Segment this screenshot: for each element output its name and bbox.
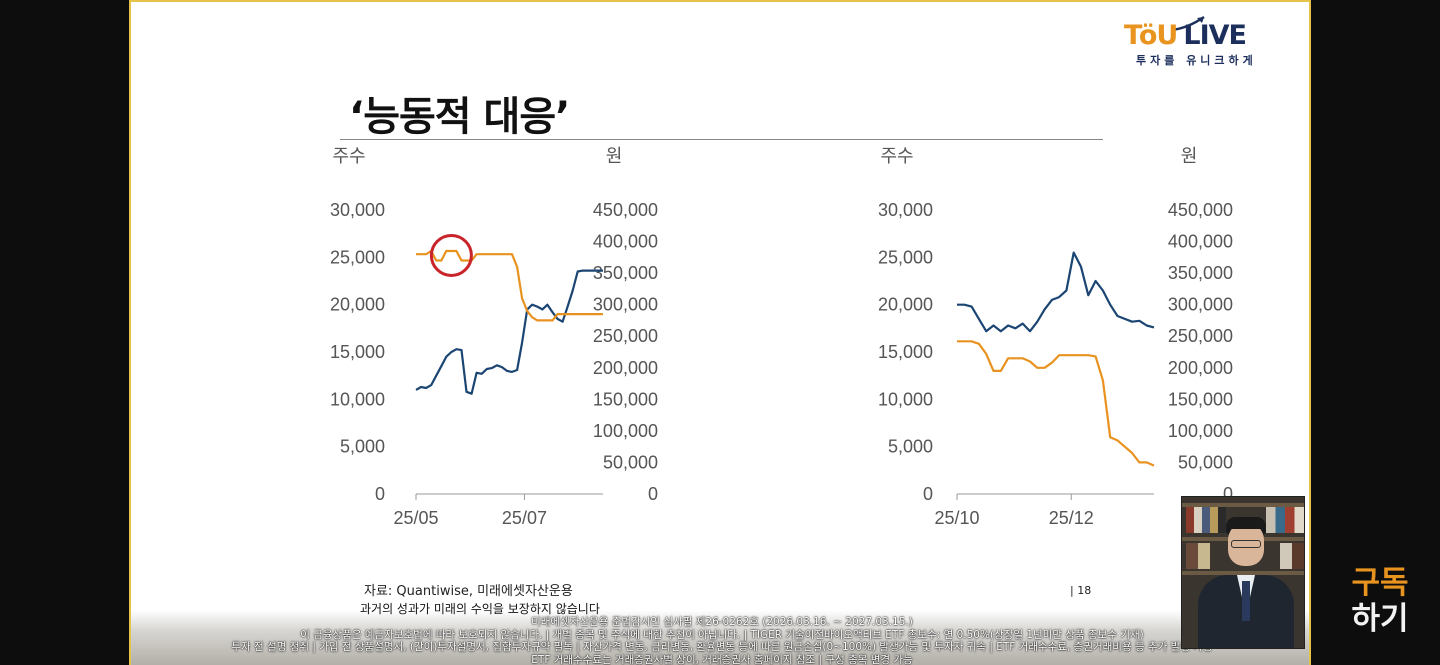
presenter-glasses (1231, 540, 1261, 548)
bookshelf-books (1186, 543, 1210, 569)
chart-left-right-tick-label: 200,000 (593, 358, 658, 378)
logo-tagline: 투자를 유니크하게 (1136, 54, 1257, 67)
chart-right-left-tick-label: 30,000 (878, 200, 933, 220)
chart-left-left-axis-label: 주수 (332, 146, 365, 166)
chart-left-left-tick-label: 15,000 (330, 342, 385, 362)
caption-overlay (131, 610, 1309, 665)
chart-left-right-tick-label: 100,000 (593, 421, 658, 441)
chart-left-shares-line (415, 269, 603, 395)
presenter-hair-top (1226, 517, 1266, 529)
chart-right-price-line (957, 340, 1155, 467)
chart-left-left-tick-label: 30,000 (330, 200, 385, 220)
chart-left-left-tick-label: 10,000 (330, 389, 385, 409)
chart-left-right-tick-label: 150,000 (593, 389, 658, 409)
logo-brand-live: LIVE (1183, 20, 1247, 51)
toulive-logo: TöU LIVE 투자를 유니크하게 (1124, 15, 1304, 68)
chart-right-right-tick-label: 450,000 (1168, 200, 1233, 220)
subscribe-button[interactable]: 구독 하기 (1340, 565, 1420, 637)
past-performance-note: 과거의 성과가 미래의 수익을 보장하지 않습니다 (360, 602, 600, 616)
subscribe-line-1: 구독 (1351, 565, 1409, 601)
logo-brand: TöU LIVE (1124, 20, 1247, 51)
chart-right-right-tick-label: 0 (1223, 484, 1233, 504)
page-number: | 18 (1070, 584, 1092, 597)
presentation-slide: TöU LIVE 투자를 유니크하게 ‘능동적 대응’ 주수 원 30,000 25,0… (129, 0, 1311, 665)
chart-right-right-tick-label: 400,000 (1168, 232, 1233, 252)
caption-line-1: 미래에셋자산운용 준법감시인 심사필 제26-0262호 (2026.03.16… (531, 616, 913, 628)
chart-right-right-tick-label: 150,000 (1168, 389, 1233, 409)
chart-left-right-tick-label: 450,000 (593, 200, 658, 220)
chart-right-left-tick-label: 10,000 (878, 389, 933, 409)
chart-right-left-axis-label: 주수 (880, 146, 913, 166)
chart-left-highlight-circle (429, 233, 473, 277)
presenter-tie (1242, 581, 1250, 621)
chart-left-right-tick-label: 300,000 (593, 295, 658, 315)
chart-right-right-tick-label: 50,000 (1178, 452, 1233, 472)
chart-right-left-tick-label: 20,000 (878, 295, 933, 315)
chart-right-left-tick-label: 5,000 (888, 437, 933, 457)
chart-right-shares-line (957, 251, 1155, 333)
chart-right-left-tick-label: 0 (923, 484, 933, 504)
chart-right-svg: 주수 원 30,000 25,000 20,000 15,000 10,000 5,000 0 4… (878, 146, 1233, 528)
chart-right-right-tick-label: 250,000 (1168, 326, 1233, 346)
presenter-face (1228, 522, 1264, 566)
chart-right-x-tick-label: 25/10 (934, 508, 979, 528)
chart-right-left-tick-label: 15,000 (878, 342, 933, 362)
chart-left-right-tick-label: 350,000 (593, 263, 658, 283)
chart-right-x-tick-label: 25/12 (1049, 508, 1094, 528)
shelf (1182, 571, 1304, 575)
chart-left-right-tick-label: 0 (648, 484, 658, 504)
chart-left: 주수 원 30,000 25,000 20,000 15,000 10,000 5,000 0 4… (321, 146, 658, 528)
chart-right-right-tick-label: 200,000 (1168, 358, 1233, 378)
arrow-logo-icon (1171, 15, 1205, 32)
title-divider (340, 139, 1103, 140)
caption-line-3: 투자 전 설명 청취 | 가입 전 상품설명서, (간이)투자설명서, 집합투자… (231, 641, 1213, 653)
chart-left-right-tick-label: 50,000 (603, 452, 658, 472)
chart-right-right-axis-label: 원 (1181, 146, 1198, 166)
chart-left-x-tick-label: 25/07 (502, 508, 547, 528)
caption-line-2: 이 금융상품은 예금자보호법에 따라 보호되지 않습니다. | 개별 종목 및 … (300, 629, 1144, 641)
chart-right-right-tick-label: 350,000 (1168, 263, 1233, 283)
chart-right-right-tick-label: 100,000 (1168, 421, 1233, 441)
chart-left-left-tick-label: 5,000 (340, 437, 385, 457)
chart-left-right-tick-label: 250,000 (593, 326, 658, 346)
chart-right-left-tick-label: 25,000 (878, 247, 933, 267)
chart-left-right-axis-label: 원 (606, 146, 623, 166)
slide-title: ‘능동적 대응’ (349, 94, 570, 140)
subscribe-line-2: 하기 (1351, 601, 1409, 637)
bookshelf-books (1266, 507, 1304, 533)
source-note: 자료: Quantiwise, 미래에셋자산운용 (364, 584, 573, 599)
chart-left-left-tick-label: 20,000 (330, 295, 385, 315)
chart-left-left-tick-label: 25,000 (330, 247, 385, 267)
chart-left-left-tick-label: 0 (375, 484, 385, 504)
chart-left-right-tick-label: 400,000 (593, 232, 658, 252)
chart-left-price-line (416, 249, 603, 322)
chart-right-right-tick-label: 300,000 (1168, 295, 1233, 315)
chart-right: 주수 원 30,000 25,000 20,000 15,000 10,000 5,000 0 4… (741, 146, 1233, 528)
chart-left-x-tick-label: 25/05 (393, 508, 438, 528)
shelf (1182, 503, 1304, 507)
bookshelf-books (1280, 543, 1304, 569)
logo-brand-tou: TöU (1124, 20, 1178, 51)
chart-left-svg: 주수 원 30,000 25,000 20,000 15,000 10,000 5,000 0 4… (330, 146, 658, 528)
bookshelf-books (1186, 507, 1226, 533)
presenter-webcam (1181, 496, 1305, 649)
caption-line-4: ETF 거래수수료는 거래증권사별 상이, 거래증권사 홈페이지 참조 | 구성… (531, 654, 913, 665)
